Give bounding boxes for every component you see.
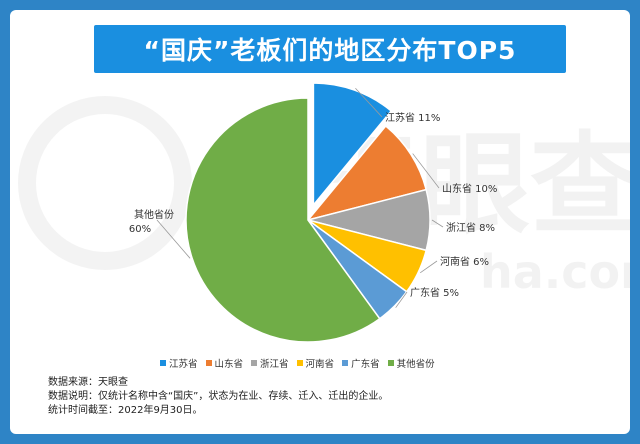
legend-label: 河南省 [305, 359, 335, 370]
slice-leader-line [412, 153, 440, 189]
data-description-note: 数据说明：仅统计名称中含“国庆”，状态为在业、存续、迁入、迁出的企业。 [48, 391, 389, 402]
slice-label: 其他省份 [134, 208, 174, 221]
data-source-note: 数据来源：天眼查 [48, 377, 128, 388]
slice-leader-line [419, 260, 438, 274]
data-cutoff-note: 统计时间截至：2022年9月30日。 [48, 405, 203, 416]
pie-chart: 江苏省 11% 山东省 10% 浙江省 8% 河南省 6% 广东省 5% 其他省份 60% [129, 82, 497, 343]
chart-card: “国庆”老板们的地区分布TOP5 天眼查 ha.com 江苏省 11%山东省 1… [10, 10, 630, 434]
slice-label: 江苏省 11% [385, 111, 440, 124]
slice-leader-line [355, 88, 383, 118]
slice-leader-line [431, 219, 444, 228]
legend-swatch [160, 360, 166, 366]
legend-swatch [296, 360, 303, 366]
legend-item: 浙江省 [251, 356, 289, 370]
pie-slice [185, 97, 381, 343]
slice-label: 浙江省 8% [446, 221, 495, 234]
slice-label: 山东省 10% [442, 182, 497, 195]
slice-leader-line [395, 291, 408, 308]
legend-swatch [387, 360, 394, 366]
legend-item: 江苏省 [160, 356, 198, 370]
slice-label: 河南省 6% [440, 255, 489, 268]
legend-label: 其他省份 [396, 359, 435, 370]
legend-label: 山东省 [214, 359, 244, 370]
legend-item: 广东省 [342, 356, 380, 370]
legend-item: 河南省 [296, 356, 335, 370]
pie-slice [312, 82, 393, 208]
chart-notes: 数据来源：天眼查 数据说明：仅统计名称中含“国庆”，状态为在业、存续、迁入、迁出… [48, 376, 388, 418]
legend-label: 广东省 [351, 359, 380, 370]
legend-item: 其他省份 [387, 356, 435, 370]
chart-legend: 江苏省 山东省 浙江省 河南省 广东省 其他省份 [160, 356, 480, 370]
legend-label: 江苏省 [169, 359, 198, 370]
slice-percent-label: 60% [129, 224, 151, 235]
slice-leader-line [156, 219, 191, 259]
legend-swatch [342, 360, 349, 366]
chart-title: “国庆”老板们的地区分布TOP5 [94, 25, 566, 73]
legend-label: 浙江省 [260, 359, 289, 370]
legend-swatch [251, 360, 258, 366]
legend-item: 山东省 [205, 356, 244, 370]
slice-label: 广东省 5% [410, 286, 459, 299]
legend-swatch [205, 360, 212, 366]
